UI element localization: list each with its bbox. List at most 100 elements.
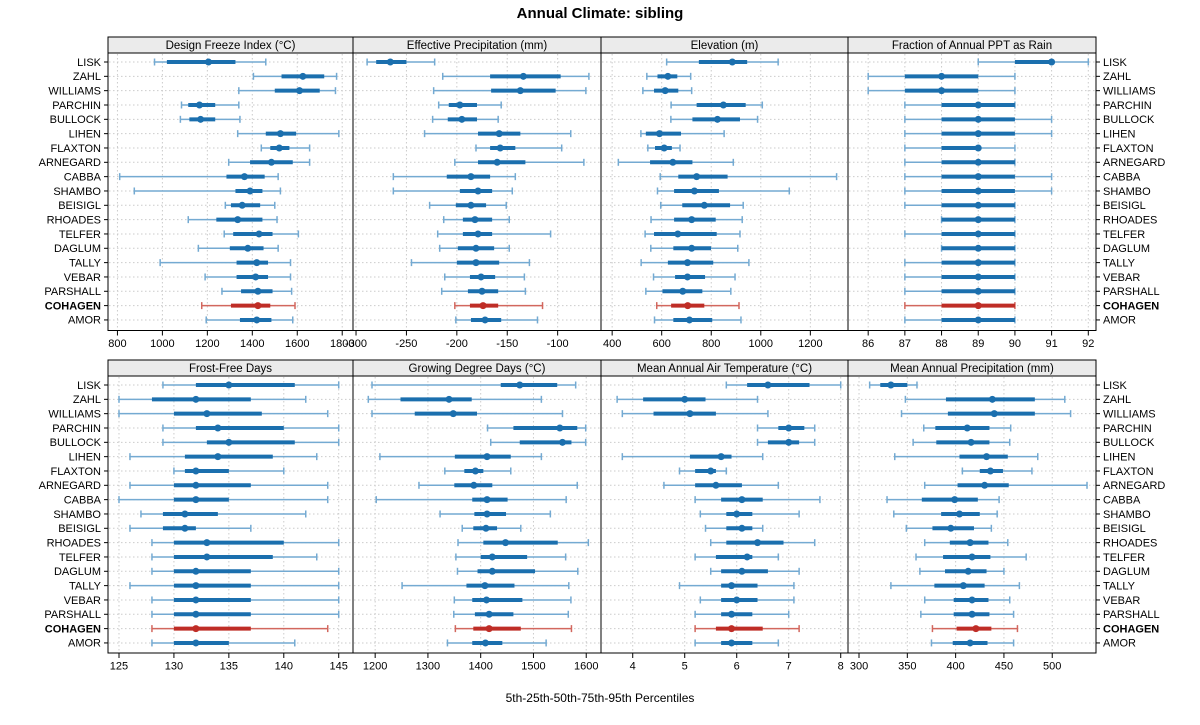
panel-mean-annual-precipitation-mm: Mean Annual Precipitation (mm) 300 350 400 4… [847,359,1165,673]
station-label-left: BULLOCK [50,437,102,449]
median-dot [974,259,982,267]
whisker-arnegard [663,481,780,489]
station-label-left: FLAXTON [50,143,101,155]
station-label-right: FLAXTON [1103,466,1154,478]
whisker-daglum [151,567,340,575]
median-dot [972,625,980,633]
whisker-amor [205,316,294,324]
median-dot [728,582,736,590]
whisker-lisk [868,381,918,389]
whisker-rhoades [151,539,340,547]
station-label-right: PARSHALL [1103,286,1160,298]
median-dot [386,58,394,66]
whisker-zahl [252,72,338,80]
median-dot [947,524,955,532]
station-label-left: VEBAR [64,595,101,607]
whisker-daglum [919,567,1005,575]
median-dot [990,410,998,418]
median-dot [968,596,976,604]
whisker-rhoades [923,539,1009,547]
whisker-arnegard [617,158,735,166]
median-dot [203,553,211,561]
median-dot [192,567,200,575]
station-label-left: ZAHL [73,71,101,83]
median-dot [445,395,453,403]
station-label-right: ARNEGARD [1103,157,1165,169]
median-dot [688,244,696,252]
x-tick-label: 1500 [521,661,545,673]
station-label-right: CABBA [1103,171,1141,183]
station-label-right: AMOR [1103,315,1136,327]
whisker-tally [678,582,795,590]
station-label-right: LIHEN [1103,128,1135,140]
x-tick-label: 89 [972,338,984,350]
median-dot [733,596,741,604]
whisker-shambo [439,510,552,518]
median-dot [988,395,996,403]
median-dot [938,87,946,95]
station-label-left: ARNEGARD [39,157,101,169]
median-dot [192,596,200,604]
whisker-beisigl [704,524,764,532]
panel-title: Fraction of Annual PPT as Rain [892,40,1052,52]
whisker-cabba [886,496,1000,504]
station-label-left: AMOR [68,638,101,650]
station-label-right: AMOR [1103,638,1136,650]
x-tick-label: 350 [898,661,916,673]
station-label-right: LISK [1103,380,1128,392]
median-dot [986,467,994,475]
median-dot [981,481,989,489]
whisker-cohagen [151,625,329,633]
median-dot [728,58,736,66]
whisker-amor [151,639,296,647]
whisker-parchin [922,424,1012,432]
whisker-lihen [894,453,1039,461]
median-dot [967,438,975,446]
x-tick-label: -100 [547,338,569,350]
median-dot [959,582,967,590]
station-label-right: TALLY [1103,257,1136,269]
panel-background [108,53,353,331]
whisker-arnegard [418,481,579,489]
whisker-cabba [904,173,1053,181]
panel-elevation-m: Elevation (m) 400 600 800 1000 1200 [600,36,849,350]
median-dot [493,158,501,166]
median-dot [707,467,715,475]
whisker-lihen [236,130,340,138]
station-label-right: FLAXTON [1103,143,1154,155]
station-label-right: COHAGEN [1103,623,1159,635]
station-label-right: PARCHIN [1103,100,1152,112]
median-dot [197,115,205,123]
x-tick-label: 92 [1082,338,1094,350]
panel-title: Growing Degree Days (°C) [409,363,546,375]
station-label-left: WILLIAMS [48,85,101,97]
x-tick-label: 8 [838,661,844,673]
whisker-bullock [179,115,241,123]
x-tick-label: 145 [330,661,348,673]
whisker-cabba [392,173,517,181]
panel-title: Mean Annual Precipitation (mm) [890,363,1054,375]
median-dot [974,302,982,310]
whisker-beisigl [904,201,1016,209]
x-tick-label: 86 [862,338,874,350]
median-dot [474,230,482,238]
median-dot [488,567,496,575]
x-tick-label: 800 [108,338,126,350]
x-tick-label: 135 [220,661,238,673]
whisker-parchin [756,424,816,432]
station-label-right: ARNEGARD [1103,480,1165,492]
whisker-telfer [915,553,1027,561]
median-dot [1048,58,1056,66]
station-label-right: WILLIAMS [1103,85,1156,97]
panel-growing-degree-days-c: Growing Degree Days (°C) 1200 1300 1400 1500… [352,359,602,673]
x-tick-label: 87 [899,338,911,350]
median-dot [717,453,725,461]
whisker-rhoades [442,216,511,224]
median-dot [685,316,693,324]
median-dot [449,410,457,418]
whisker-cohagen [904,302,1016,310]
median-dot [483,510,491,518]
whisker-amor [694,639,780,647]
whisker-lisk [153,58,267,66]
median-dot [693,173,701,181]
